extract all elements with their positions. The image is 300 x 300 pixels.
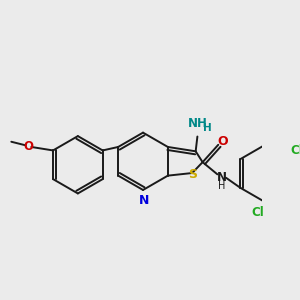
Text: H: H (202, 123, 211, 133)
Text: O: O (24, 140, 34, 153)
Text: Cl: Cl (291, 144, 300, 157)
Text: N: N (217, 171, 227, 184)
Text: H: H (218, 181, 225, 190)
Text: O: O (217, 135, 228, 148)
Text: N: N (139, 194, 149, 207)
Text: S: S (189, 168, 198, 181)
Text: Cl: Cl (252, 206, 265, 219)
Text: NH: NH (188, 117, 208, 130)
